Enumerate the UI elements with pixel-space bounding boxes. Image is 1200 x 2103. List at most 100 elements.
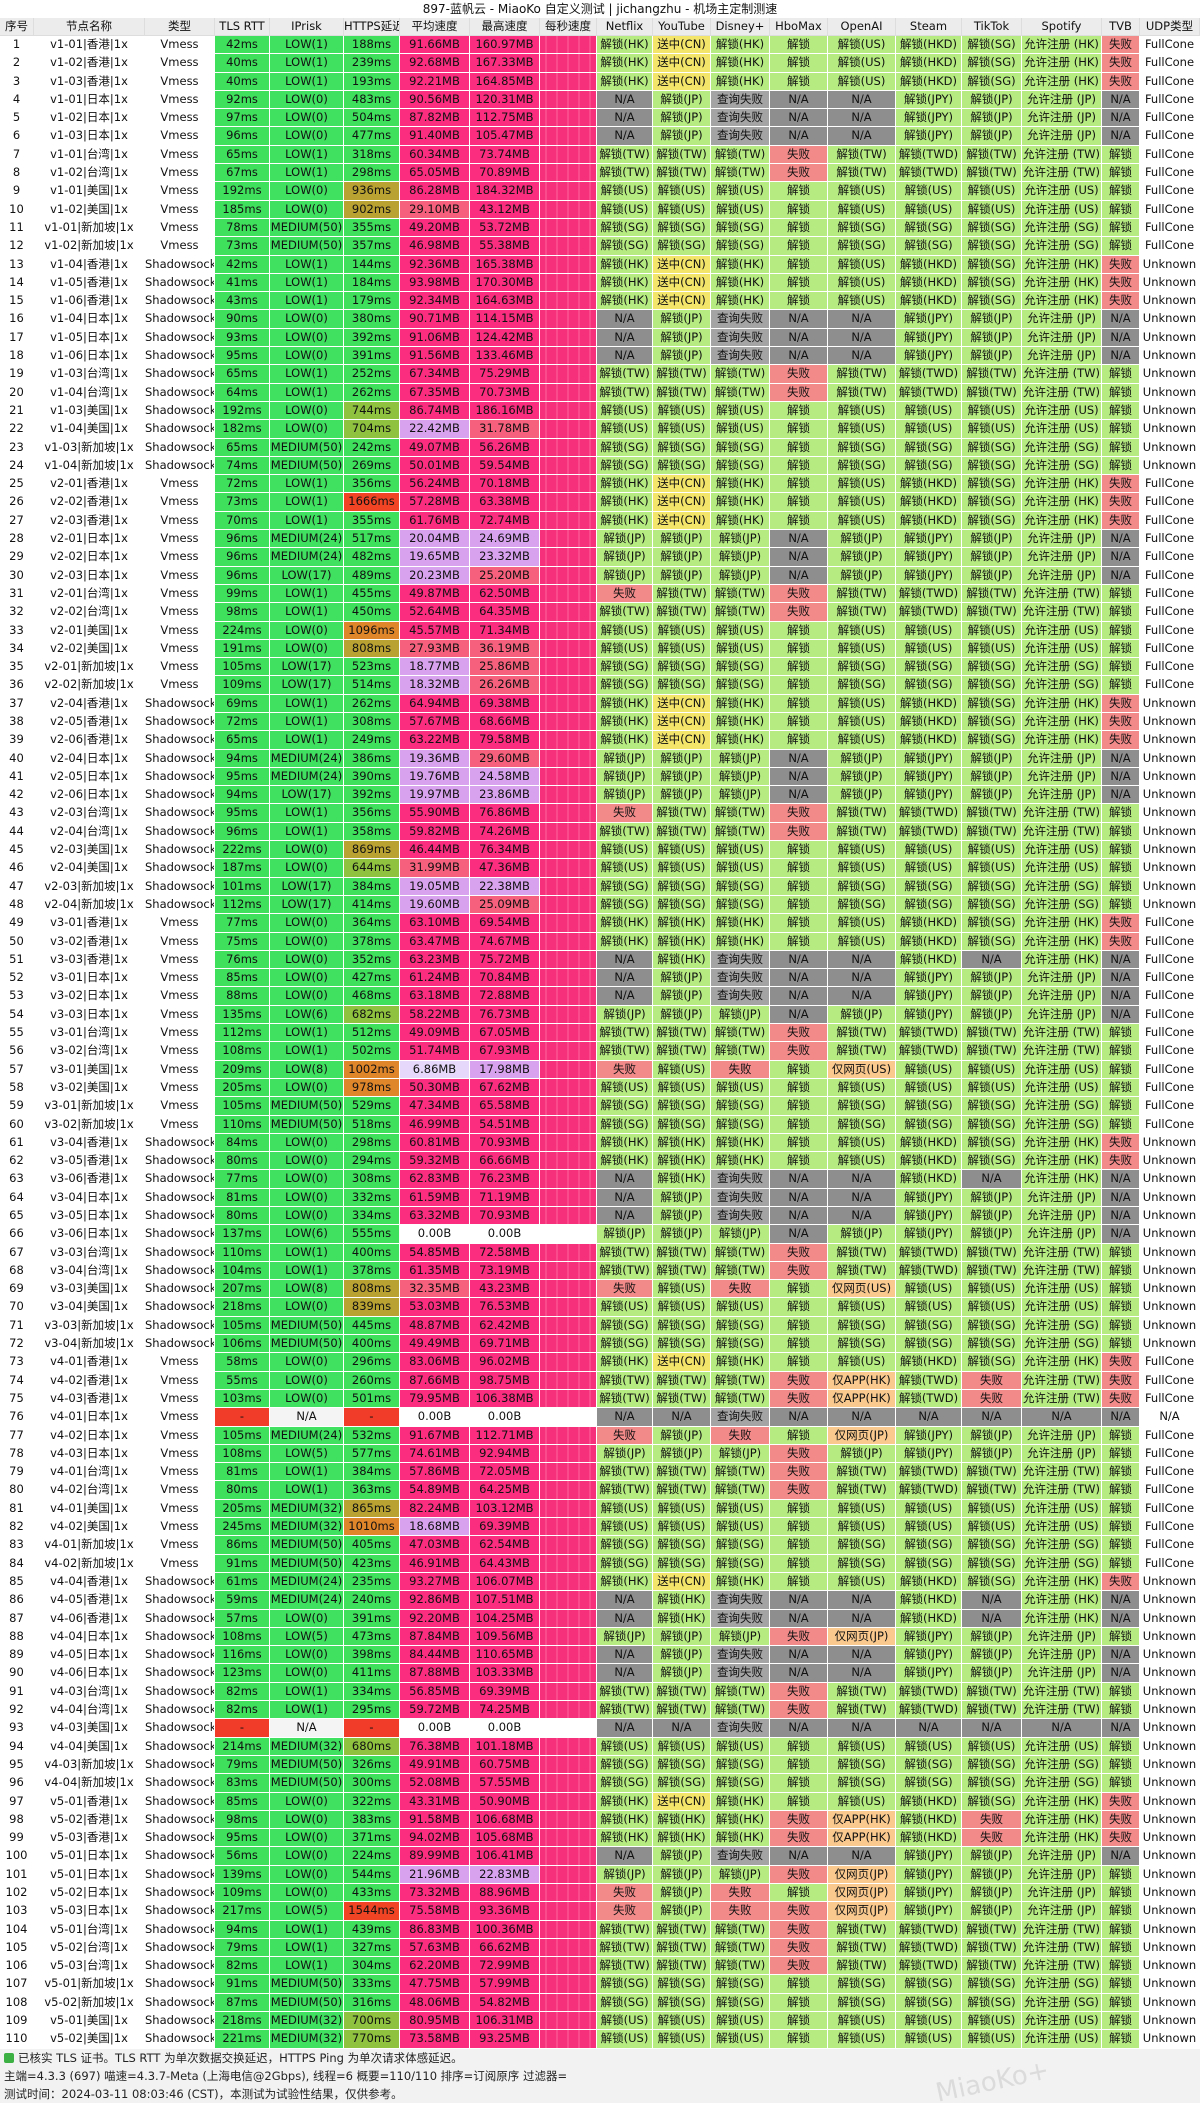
cell: 送中(CN) <box>653 255 711 274</box>
cell: 101 <box>0 1865 34 1884</box>
cell: 解锁(TW) <box>597 1920 653 1939</box>
cell: N/A <box>962 1591 1022 1610</box>
cell: 解锁(SG) <box>962 1975 1022 1994</box>
cell: 69 <box>0 1280 34 1299</box>
cell: 224ms <box>344 1847 400 1866</box>
cell: 94.02MB <box>400 1829 470 1848</box>
cell: 解锁(TW) <box>653 365 711 384</box>
cell: LOW(1) <box>270 1261 344 1281</box>
cell: 解锁(SG) <box>653 1774 711 1793</box>
cell: 解锁(SG) <box>962 1133 1022 1153</box>
cell: 54.82MB <box>470 1993 540 2013</box>
cell: 失败 <box>770 1463 828 1482</box>
cell: 744ms <box>344 401 400 421</box>
cell: 解锁 <box>1102 200 1140 219</box>
cell: 解锁 <box>770 438 828 457</box>
cell: 允许注册 (JP) <box>1022 786 1102 805</box>
cell: Vmess <box>145 164 215 183</box>
cell: 1010ms <box>344 1518 400 1537</box>
cell: 解锁(TW) <box>962 603 1022 622</box>
table-row: 4 v1-01|日本|1x Vmess 92ms LOW(0) 483ms 90.56MB 1… <box>0 90 1200 110</box>
cell: 允许注册 (US) <box>1022 639 1102 659</box>
cell: 110ms <box>215 1243 270 1262</box>
cell: v5-01|美国|1x <box>34 2012 145 2031</box>
cell: ShadowsocksR <box>145 1243 215 1262</box>
cell: 205ms <box>215 1499 270 1519</box>
cell: 82 <box>0 1518 34 1537</box>
cell: LOW(5) <box>270 1444 344 1464</box>
cell: 6 <box>0 127 34 146</box>
cell: 242ms <box>344 438 400 457</box>
cell: 23 <box>0 438 34 457</box>
cell: N/A <box>597 1609 653 1628</box>
cell: LOW(1) <box>270 72 344 91</box>
cell: v4-04|美国|1x <box>34 1737 145 1756</box>
cell: v4-01|日本|1x <box>34 1408 145 1427</box>
cell: Vmess <box>145 969 215 988</box>
cell: 400ms <box>344 1335 400 1354</box>
cell: 60.81MB <box>400 1133 470 1153</box>
cell: 解锁(JP) <box>597 767 653 787</box>
cell: 解锁 <box>1102 218 1140 238</box>
speed-sparkline <box>540 164 597 183</box>
cell: Vmess <box>145 584 215 604</box>
cell: 67.35MB <box>400 383 470 402</box>
speed-sparkline <box>540 1188 597 1207</box>
cell: MEDIUM(50) <box>270 1975 344 1994</box>
cell: 95ms <box>215 804 270 823</box>
cell: 423ms <box>344 1554 400 1573</box>
cell: LOW(0) <box>270 1371 344 1390</box>
cell: ShadowsocksR <box>145 1572 215 1592</box>
cell: 失败 <box>1102 1133 1140 1153</box>
cell: 164.63MB <box>470 292 540 311</box>
cell: 73ms <box>215 493 270 512</box>
cell: N/A <box>962 950 1022 970</box>
cell: 失败 <box>962 1389 1022 1409</box>
cell: 1544ms <box>344 1902 400 1921</box>
cell: 解锁(US) <box>653 1078 711 1098</box>
cell: 允许注册 (TW) <box>1022 1243 1102 1262</box>
cell: 解锁(SG) <box>962 72 1022 91</box>
cell: 解锁(US) <box>828 493 896 512</box>
cell: 解锁(TW) <box>828 1920 896 1939</box>
cell: N/A <box>770 109 828 128</box>
cell: 解锁(JP) <box>653 1664 711 1683</box>
cell: 294ms <box>344 1152 400 1171</box>
cell: 83 <box>0 1536 34 1555</box>
table-row: 102v5-02|日本|1xShadowsocksR109msLOW(0)433… <box>0 1883 1200 1903</box>
cell: 解锁(TW) <box>962 145 1022 165</box>
cell: 失败 <box>1102 694 1140 713</box>
cell: 解锁(JPY) <box>896 767 962 787</box>
cell: ShadowsocksR <box>145 767 215 787</box>
cell: 74 <box>0 1371 34 1390</box>
cell: ShadowsocksR <box>145 1883 215 1903</box>
table-row: 45v2-03|美国|1xShadowsocksR222msLOW(0)869m… <box>0 841 1200 860</box>
cell: 失败 <box>711 1426 770 1445</box>
cell: 解锁 <box>770 932 828 951</box>
cell: LOW(0) <box>270 1188 344 1207</box>
cell: 解锁(SG) <box>896 237 962 256</box>
cell: 送中(CN) <box>653 292 711 311</box>
cell: 解锁(SG) <box>711 658 770 677</box>
cell: 63.38MB <box>470 493 540 512</box>
cell: 解锁(US) <box>896 1060 962 1079</box>
cell: 222ms <box>215 841 270 860</box>
cell: 96ms <box>215 548 270 567</box>
cell: 501ms <box>344 1389 400 1409</box>
cell: 解锁(TW) <box>828 1243 896 1262</box>
cell: 71.19MB <box>470 1188 540 1207</box>
cell: FullCone <box>1140 1481 1200 1500</box>
cell: 送中(CN) <box>653 694 711 713</box>
speed-sparkline <box>540 1207 597 1226</box>
cell: Vmess <box>145 1536 215 1555</box>
cell: 93ms <box>215 328 270 348</box>
cell: 解锁(US) <box>962 1499 1022 1519</box>
cell: 仅APP(HK) <box>828 1371 896 1390</box>
cell: 解锁 <box>770 1335 828 1354</box>
cell: 解锁(SG) <box>962 914 1022 933</box>
cell: 解锁 <box>1102 1975 1140 1994</box>
cell: 355ms <box>344 511 400 531</box>
cell: 252ms <box>344 365 400 384</box>
cell: 解锁(JP) <box>962 749 1022 768</box>
cell: 解锁(US) <box>711 2030 770 2049</box>
